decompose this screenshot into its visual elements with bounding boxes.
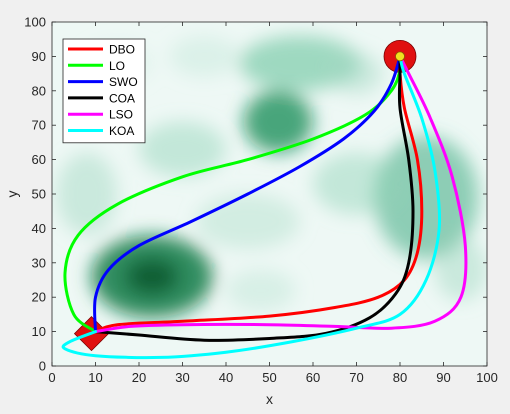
y-tick-label: 70 — [32, 118, 46, 133]
x-tick-label: 50 — [262, 370, 276, 385]
series-line-swo — [93, 54, 402, 334]
series-group — [61, 54, 468, 360]
terrain-blob — [195, 194, 300, 250]
terrain-blob — [239, 35, 361, 91]
x-tick-label: 10 — [88, 370, 102, 385]
y-tick-label: 60 — [32, 152, 46, 167]
y-tick-label: 40 — [32, 221, 46, 236]
y-tick-label: 30 — [32, 255, 46, 270]
legend-box — [62, 38, 146, 144]
legend: DBO LO SWO COA LSO KOA — [62, 38, 146, 144]
terrain-blob — [434, 238, 487, 301]
y-tick-label: 20 — [32, 290, 46, 305]
series-line-koa — [61, 54, 442, 360]
legend-label-dbo: DBO — [109, 43, 135, 57]
x-axis-label: x — [266, 391, 273, 407]
x-tick-label: 90 — [436, 370, 450, 385]
y-tick-label: 10 — [32, 324, 46, 339]
terrain-blob — [225, 269, 296, 311]
y-tick-label: 100 — [24, 15, 46, 30]
terrain-blob — [243, 90, 313, 153]
y-tick-label: 90 — [32, 49, 46, 64]
x-tick-label: 60 — [306, 370, 320, 385]
legend-label-lso: LSO — [109, 108, 133, 122]
x-tick-label: 40 — [219, 370, 233, 385]
goal-marker-center — [395, 51, 405, 62]
x-tick-label: 70 — [349, 370, 363, 385]
legend-label-coa: COA — [109, 91, 135, 105]
x-tick-label: 0 — [48, 370, 55, 385]
terrain-blob — [169, 35, 240, 78]
terrain-blob — [56, 152, 118, 236]
x-tick-label: 80 — [393, 370, 407, 385]
series-line-lo — [63, 54, 403, 334]
series-line-coa — [94, 54, 415, 342]
y-axis-label: y — [4, 191, 20, 198]
y-tick-label: 0 — [39, 359, 46, 374]
legend-label-koa: KOA — [109, 124, 134, 138]
legend-label-swo: SWO — [109, 75, 138, 89]
terrain-blob — [313, 152, 400, 215]
y-tick-label: 50 — [32, 187, 46, 202]
series-line-lso — [94, 54, 468, 334]
x-tick-label: 20 — [132, 370, 146, 385]
y-tick-label: 80 — [32, 83, 46, 98]
x-tick-label: 30 — [175, 370, 189, 385]
legend-label-lo: LO — [109, 59, 125, 73]
terrain-blob — [373, 135, 479, 260]
terrain-blob — [330, 52, 383, 95]
terrain-blob — [139, 121, 226, 177]
x-tick-label: 100 — [476, 370, 498, 385]
terrain-blob — [125, 259, 179, 294]
